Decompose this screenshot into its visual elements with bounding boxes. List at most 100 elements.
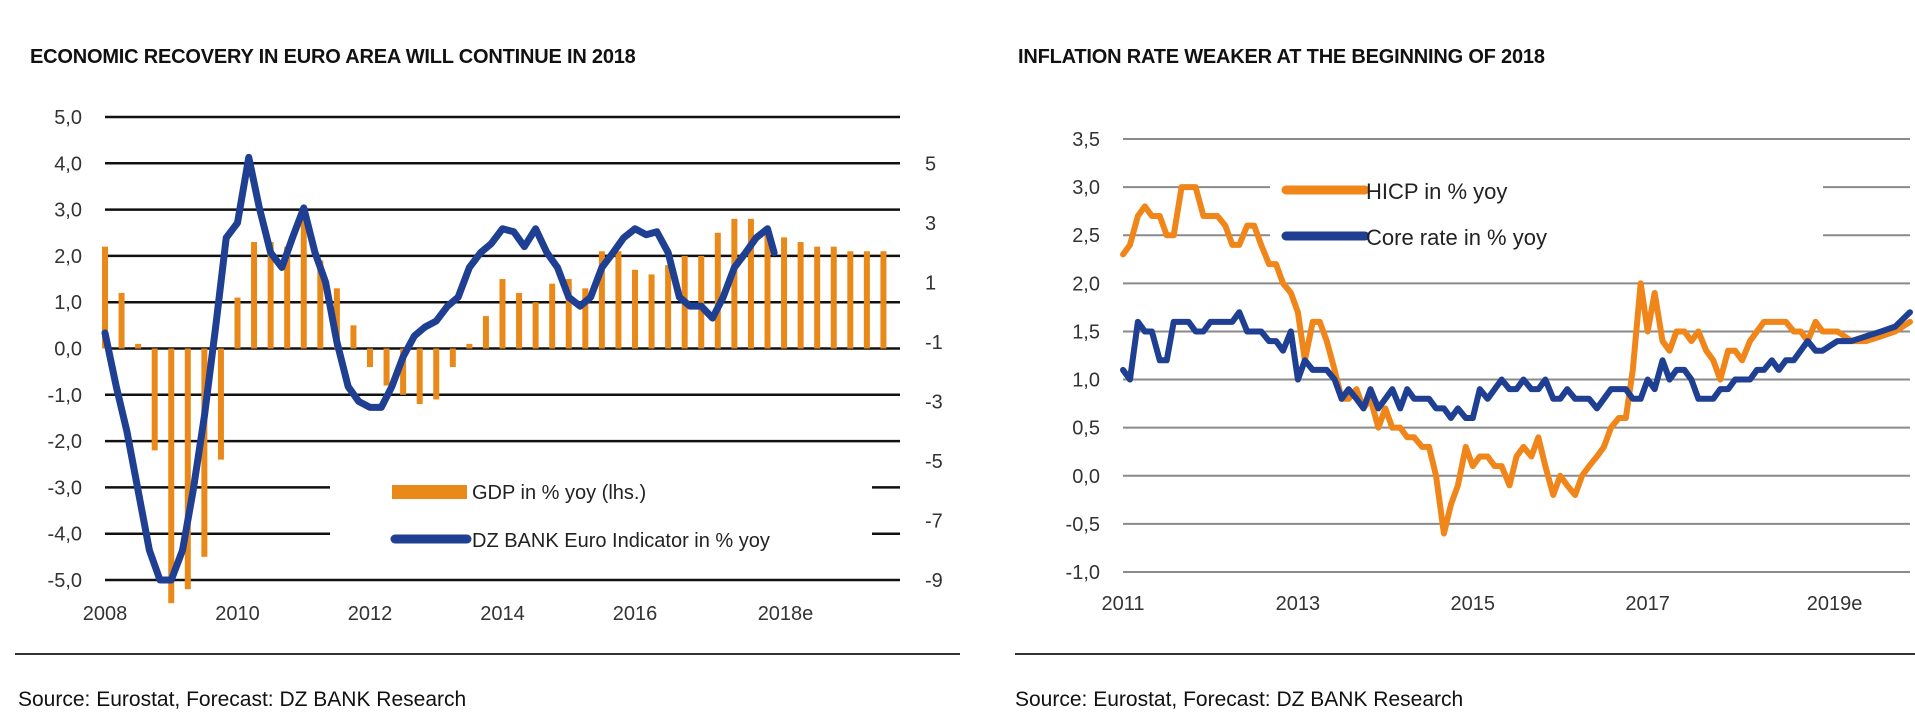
y-left-tick-label: 3,0 [54, 200, 82, 222]
y-left-tick-label: -4,0 [48, 524, 82, 546]
gdp-bar [333, 288, 340, 349]
y-tick-label: 0,0 [1072, 466, 1100, 488]
gdp-bar [168, 348, 175, 604]
y-right-tick-label: 3 [925, 213, 936, 235]
y-tick-label: 3,5 [1072, 129, 1100, 151]
y-right-tick-label: -3 [925, 391, 943, 413]
x-tick-label: 2013 [1276, 593, 1321, 615]
hicp-line [1120, 184, 1913, 537]
y-left-tick-label: 5,0 [54, 107, 82, 129]
gdp-bar [598, 251, 605, 349]
divider [15, 653, 960, 655]
core-rate-line [1120, 309, 1913, 422]
y-tick-label: 3,0 [1072, 177, 1100, 199]
x-tick-label: 2011 [1101, 593, 1144, 615]
y-tick-label: 1,0 [1072, 370, 1100, 392]
gdp-bar [350, 325, 357, 349]
y-tick-label: -1,0 [1066, 562, 1100, 584]
gdp-bar [317, 260, 324, 349]
x-tick-label: 2008 [83, 603, 128, 625]
y-tick-label: -0,5 [1066, 514, 1100, 536]
legend-label-gdp: GDP in % yoy (lhs.) [472, 482, 646, 504]
inflation-chart-panel: INFLATION RATE WEAKER AT THE BEGINNING O… [1000, 0, 1915, 717]
y-tick-label: 0,5 [1072, 418, 1100, 440]
gdp-chart-panel: ECONOMIC RECOVERY IN EURO AREA WILL CONT… [15, 46, 960, 711]
gdp-bar [400, 348, 407, 395]
y-tick-label: 1,5 [1072, 321, 1100, 343]
chart-title: ECONOMIC RECOVERY IN EURO AREA WILL CONT… [30, 46, 636, 68]
gdp-bar [466, 343, 473, 349]
chart-title: INFLATION RATE WEAKER AT THE BEGINNING O… [1018, 46, 1545, 68]
y-right-tick-label: -5 [925, 451, 943, 473]
x-tick-label: 2018e [758, 603, 814, 625]
gdp-bar [648, 274, 655, 349]
y-tick-label: 2,0 [1072, 273, 1100, 295]
legend-label-hicp: HICP in % yoy [1366, 179, 1507, 204]
divider [1015, 653, 1915, 655]
gdp-bar [449, 348, 456, 368]
y-left-tick-label: 1,0 [54, 292, 82, 314]
legend-label-indicator: DZ BANK Euro Indicator in % yoy [472, 530, 770, 552]
gdp-bar [499, 279, 506, 349]
gdp-bar [367, 348, 373, 368]
gdp-chart: 5,0 4,0 3,0 2,0 1,0 0,0 -1,0 -2,0 -3,0 -4,0 -5,0 5 3… [48, 107, 943, 625]
source-note: Source: Eurostat, Forecast: DZ BANK Rese… [18, 688, 467, 711]
gdp-bar [416, 348, 423, 405]
x-tick-label: 2010 [215, 603, 260, 625]
gdp-bar [251, 242, 258, 349]
legend-swatch-gdp [392, 485, 467, 499]
y-left-tick-label: -5,0 [48, 570, 82, 592]
gdp-bar [284, 246, 291, 349]
gdp-bar [863, 251, 870, 349]
gdp-bar [383, 348, 390, 386]
gdp-bar [781, 237, 788, 349]
gdp-bar [549, 283, 556, 349]
gdp-bar [532, 302, 539, 349]
y-tick-label: 2,5 [1072, 225, 1100, 247]
gdp-bar [830, 246, 837, 349]
gdp-bar [764, 228, 771, 349]
gdp-bar [731, 218, 738, 349]
y-left-tick-label: 0,0 [54, 339, 82, 361]
gdp-bar [135, 343, 142, 349]
y-left-tick-label: 2,0 [54, 246, 82, 268]
gdp-bar [747, 218, 754, 349]
y-right-tick-label: 1 [925, 272, 936, 294]
gdp-bar [698, 255, 705, 349]
indicator-line [101, 153, 778, 584]
gdp-bar [201, 348, 208, 557]
source-note: Source: Eurostat, Forecast: DZ BANK Rese… [1015, 688, 1464, 711]
gdp-bar [814, 246, 821, 349]
gdp-bar [433, 348, 440, 400]
x-tick-label: 2015 [1451, 593, 1496, 615]
gdp-bar [665, 265, 672, 349]
x-tick-label: 2012 [348, 603, 393, 625]
y-right-tick-label: -9 [925, 570, 943, 592]
gdp-bar [482, 316, 489, 349]
x-tick-label: 2019e [1807, 593, 1863, 615]
gdp-bar [102, 246, 108, 349]
gdp-bar [847, 251, 854, 349]
legend-label-core: Core rate in % yoy [1366, 225, 1547, 250]
gdp-bar [714, 232, 721, 349]
gdp-bar [632, 269, 638, 349]
y-right-tick-label: -7 [925, 510, 943, 532]
gdp-bar [234, 297, 241, 349]
gdp-bar [516, 292, 523, 349]
y-left-tick-label: -2,0 [48, 431, 82, 453]
gdp-bar [300, 218, 307, 349]
x-tick-label: 2017 [1625, 593, 1670, 615]
gdp-bar [267, 242, 274, 349]
gdp-bar [582, 288, 589, 349]
gdp-bar [880, 251, 887, 349]
y-right-tick-label: 5 [925, 153, 936, 175]
gdp-bar [565, 279, 572, 349]
gdp-bar [184, 348, 191, 590]
gdp-bar [615, 251, 622, 349]
y-left-tick-label: -1,0 [48, 385, 82, 407]
gdp-bar [217, 348, 224, 460]
gdp-bar [151, 348, 158, 451]
y-left-tick-label: -3,0 [48, 477, 82, 499]
x-tick-label: 2014 [480, 603, 525, 625]
